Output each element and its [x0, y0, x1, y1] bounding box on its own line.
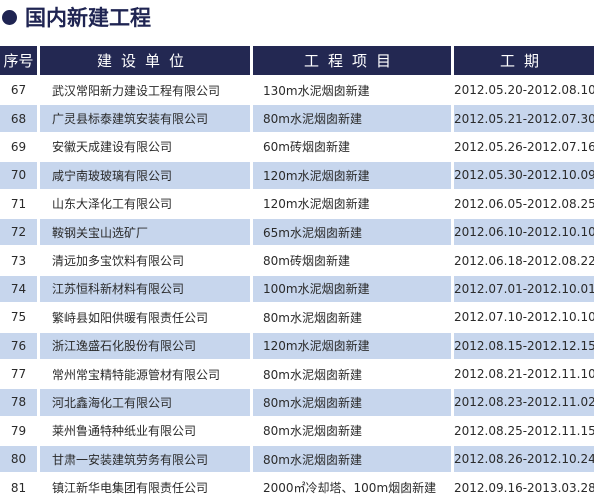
seq-cell: 76: [0, 332, 37, 359]
table-row: 72 鞍钢关宝山选矿厂 65m水泥烟囱新建 2012.06.10-2012.10.10: [0, 218, 594, 246]
seq-cell: 80: [0, 446, 37, 473]
unit-cell: 甘肃一安装建筑劳务有限公司: [40, 446, 250, 473]
unit-cell: 安徽天成建设有限公司: [52, 140, 173, 155]
period-cell: 2012.05.26-2012.07.16: [454, 139, 594, 154]
project-cell: 130m水泥烟囱新建: [263, 83, 370, 98]
seq-cell: 68: [0, 105, 37, 132]
period-cell: 2012.08.25-2012.11.15: [454, 423, 594, 438]
table-row: 78 河北鑫海化工有限公司 80m水泥烟囱新建 2012.08.23-2012.11.…: [0, 389, 594, 416]
period-cell: 2012.06.18-2012.08.22: [454, 253, 594, 268]
seq-cell: 69: [10, 139, 27, 154]
table-row: 77 常州常宝精特能源管材有限公司 80m水泥烟囱新建 2012.08.21-2012…: [0, 361, 594, 387]
project-cell: 100m水泥烟囱新建: [253, 275, 451, 303]
table-row: 73 清远加多宝饮料有限公司 80m砖烟囱新建 2012.06.18-2012.08.…: [0, 247, 594, 273]
section-title-text: 国内新建工程: [25, 6, 151, 30]
project-cell: 80m水泥烟囱新建: [253, 105, 451, 132]
period-cell: 2012.06.10-2012.10.10: [454, 218, 594, 246]
unit-cell: 常州常宝精特能源管材有限公司: [52, 367, 221, 382]
period-cell: 2012.07.10-2012.10.10: [454, 310, 594, 325]
unit-cell: 繁峙县如阳供暖有限责任公司: [52, 310, 209, 325]
unit-cell: 河北鑫海化工有限公司: [40, 389, 250, 416]
project-cell: 120m水泥烟囱新建: [253, 332, 451, 359]
period-cell: 2012.05.20-2012.08.10: [454, 83, 594, 98]
seq-cell: 79: [10, 423, 27, 438]
header-seq: 序号: [0, 46, 37, 75]
unit-cell: 清远加多宝饮料有限公司: [52, 254, 185, 269]
section-title: 国内新建工程: [2, 2, 151, 32]
table-row: 67 武汉常阳新力建设工程有限公司 130m水泥烟囱新建 2012.05.20-201…: [0, 77, 594, 103]
project-cell: 80m水泥烟囱新建: [263, 424, 362, 439]
unit-cell: 鞍钢关宝山选矿厂: [40, 218, 250, 246]
header-period: 工期: [454, 46, 594, 75]
table-row: 70 咸宁南玻玻璃有限公司 120m水泥烟囱新建 2012.05.30-2012.10…: [0, 162, 594, 189]
seq-cell: 75: [10, 310, 27, 325]
period-cell: 2012.09.16-2013.03.28: [454, 480, 594, 495]
project-cell: 120m水泥烟囱新建: [263, 197, 370, 212]
table-row: 76 浙江逸盛石化股份有限公司 120m水泥烟囱新建 2012.08.15-2012.…: [0, 332, 594, 359]
project-cell: 120m水泥烟囱新建: [253, 162, 451, 189]
period-cell: 2012.06.05-2012.08.25: [454, 196, 594, 211]
unit-cell: 山东大泽化工有限公司: [52, 197, 173, 212]
period-cell: 2012.08.21-2012.11.10: [454, 367, 594, 382]
seq-cell: 78: [0, 389, 37, 416]
seq-cell: 70: [0, 162, 37, 189]
period-cell: 2012.07.01-2012.10.01: [454, 275, 594, 303]
unit-cell: 莱州鲁通特种纸业有限公司: [52, 424, 197, 439]
table-row: 71 山东大泽化工有限公司 120m水泥烟囱新建 2012.06.05-2012.08…: [0, 191, 594, 217]
project-cell: 80m水泥烟囱新建: [263, 367, 362, 382]
unit-cell: 咸宁南玻玻璃有限公司: [40, 162, 250, 189]
bullet-icon: [2, 9, 17, 25]
table-row: 69 安徽天成建设有限公司 60m砖烟囱新建 2012.05.26-2012.07.1…: [0, 134, 594, 160]
header-unit: 建设单位: [40, 46, 250, 75]
table-row: 68 广灵县标泰建筑安装有限公司 80m水泥烟囱新建 2012.05.21-2012.…: [0, 105, 594, 132]
table-row: 75 繁峙县如阳供暖有限责任公司 80m水泥烟囱新建 2012.07.10-2012.…: [0, 304, 594, 330]
seq-cell: 67: [10, 83, 27, 98]
table-row: 80 甘肃一安装建筑劳务有限公司 80m水泥烟囱新建 2012.08.26-2012.…: [0, 446, 594, 473]
period-cell: 2012.08.23-2012.11.02: [454, 389, 594, 416]
seq-cell: 81: [10, 480, 27, 495]
project-cell: 80m水泥烟囱新建: [253, 446, 451, 473]
table-row: 79 莱州鲁通特种纸业有限公司 80m水泥烟囱新建 2012.08.25-2012.1…: [0, 418, 594, 444]
period-cell: 2012.08.26-2012.10.24: [454, 446, 594, 473]
table-row: 74 江苏恒科新材料有限公司 100m水泥烟囱新建 2012.07.01-2012.1…: [0, 275, 594, 303]
project-cell: 80m水泥烟囱新建: [253, 389, 451, 416]
project-cell: 80m砖烟囱新建: [263, 254, 350, 269]
unit-cell: 武汉常阳新力建设工程有限公司: [52, 83, 221, 98]
unit-cell: 广灵县标泰建筑安装有限公司: [40, 105, 250, 132]
unit-cell: 镇江新华电集团有限责任公司: [52, 481, 209, 496]
header-project: 工程项目: [253, 46, 451, 75]
table-row: 81 镇江新华电集团有限责任公司 2000㎡冷却塔、100m烟囱新建 2012.09.…: [0, 474, 594, 500]
seq-cell: 71: [10, 196, 27, 211]
seq-cell: 72: [0, 218, 37, 246]
project-cell: 80m水泥烟囱新建: [263, 310, 362, 325]
unit-cell: 江苏恒科新材料有限公司: [40, 275, 250, 303]
project-cell: 60m砖烟囱新建: [263, 140, 350, 155]
seq-cell: 73: [10, 253, 27, 268]
projects-table: 序号 建设单位 工程项目 工期 67 武汉常阳新力建设工程有限公司 130m水泥烟囱…: [0, 44, 597, 503]
table-header-row: 序号 建设单位 工程项目 工期: [0, 46, 594, 75]
period-cell: 2012.08.15-2012.12.15: [454, 332, 594, 359]
seq-cell: 74: [0, 275, 37, 303]
period-cell: 2012.05.21-2012.07.30: [454, 105, 594, 132]
seq-cell: 77: [10, 367, 27, 382]
unit-cell: 浙江逸盛石化股份有限公司: [40, 332, 250, 359]
project-cell: 65m水泥烟囱新建: [253, 218, 451, 246]
period-cell: 2012.05.30-2012.10.09: [454, 162, 594, 189]
project-cell: 2000㎡冷却塔、100m烟囱新建: [263, 481, 437, 496]
